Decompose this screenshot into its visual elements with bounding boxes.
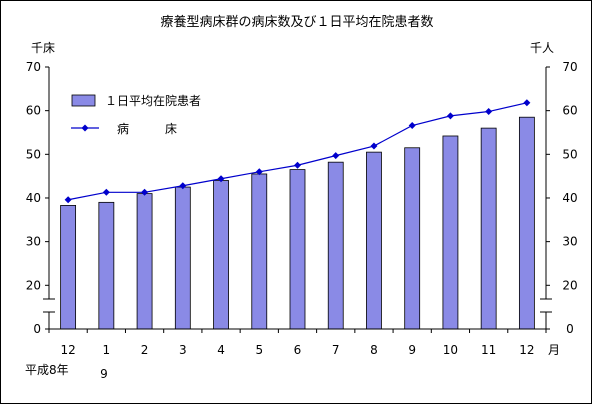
legend-line-marker <box>81 124 89 132</box>
left-axis-unit: 千床 <box>31 41 55 55</box>
line-point <box>255 168 263 176</box>
left-y-tick-label: 40 <box>26 191 41 205</box>
x-tick-label: 4 <box>217 343 225 357</box>
bar <box>213 180 229 330</box>
line-series <box>64 99 531 204</box>
line-point <box>141 188 149 196</box>
left-y-tick-label: 20 <box>26 278 41 292</box>
y-axis-ticks: 0 0 20 20 30 30 40 40 50 50 60 60 70 70 <box>26 60 578 336</box>
x-tick-label: 12 <box>60 343 75 357</box>
x-tick-label: 10 <box>443 343 458 357</box>
bar <box>98 201 115 330</box>
chart-title: 療養型病床群の病床数及び１日平均在院患者数 <box>160 14 433 30</box>
bar <box>327 161 344 330</box>
x-tick-label: 6 <box>294 343 302 357</box>
bar <box>136 193 153 330</box>
left-y-tick-label: 0 <box>33 322 41 336</box>
bar <box>60 205 77 330</box>
x-tick-label: 9 <box>408 343 416 357</box>
x-tick-label: 5 <box>255 343 263 357</box>
line-point <box>446 112 454 120</box>
x-tick-label: 7 <box>332 343 340 357</box>
right-y-tick-label: 50 <box>562 147 577 161</box>
x-tick-label: 3 <box>179 343 187 357</box>
right-y-tick-label: 0 <box>566 322 574 336</box>
left-y-tick-label: 50 <box>26 147 41 161</box>
line-point <box>408 122 416 130</box>
month-unit: 月 <box>548 343 560 357</box>
line-point <box>179 182 187 190</box>
legend-bar-swatch <box>71 94 96 107</box>
right-y-tick-label: 70 <box>562 60 577 74</box>
legend-line-label: 病 床 <box>117 121 177 136</box>
left-axis-break-mark <box>41 298 57 313</box>
line-point <box>217 175 225 183</box>
right-y-tick-label: 30 <box>562 235 577 249</box>
bar <box>366 151 382 330</box>
right-y-tick-label: 60 <box>562 104 577 118</box>
bar <box>518 116 535 330</box>
bar <box>289 169 306 330</box>
x-tick-label: 12 <box>519 343 534 357</box>
line-point <box>332 152 340 160</box>
line-point <box>523 99 531 107</box>
x-tick-label: 8 <box>370 343 378 357</box>
line-point <box>294 161 301 169</box>
bar <box>480 127 497 330</box>
era-label: 平成8年 <box>25 363 69 377</box>
x-tick-label: 1 <box>103 343 111 357</box>
legend: １日平均在院患者 病 床 <box>71 94 201 136</box>
year-marker: 9 <box>100 367 108 381</box>
left-y-tick-label: 70 <box>26 60 41 74</box>
bar <box>174 186 191 330</box>
right-y-tick-label: 20 <box>562 278 577 292</box>
right-axis-break-mark <box>538 298 554 313</box>
bar <box>404 147 421 330</box>
legend-bar-label: １日平均在院患者 <box>105 94 201 108</box>
right-axis-unit: 千人 <box>530 41 554 55</box>
x-tick-label: 11 <box>481 343 496 357</box>
line-point <box>102 188 110 196</box>
line-point <box>64 196 72 204</box>
bar <box>442 135 459 330</box>
right-y-tick-label: 40 <box>562 191 577 205</box>
line-point <box>485 108 493 116</box>
left-y-tick-label: 60 <box>26 104 41 118</box>
line-point <box>370 142 378 150</box>
x-tick-label: 2 <box>141 343 149 357</box>
left-y-tick-label: 30 <box>26 235 41 249</box>
bar <box>251 173 268 330</box>
x-axis-ticks: 12 1 2 3 4 5 6 7 8 9 10 11 12 <box>48 329 547 357</box>
